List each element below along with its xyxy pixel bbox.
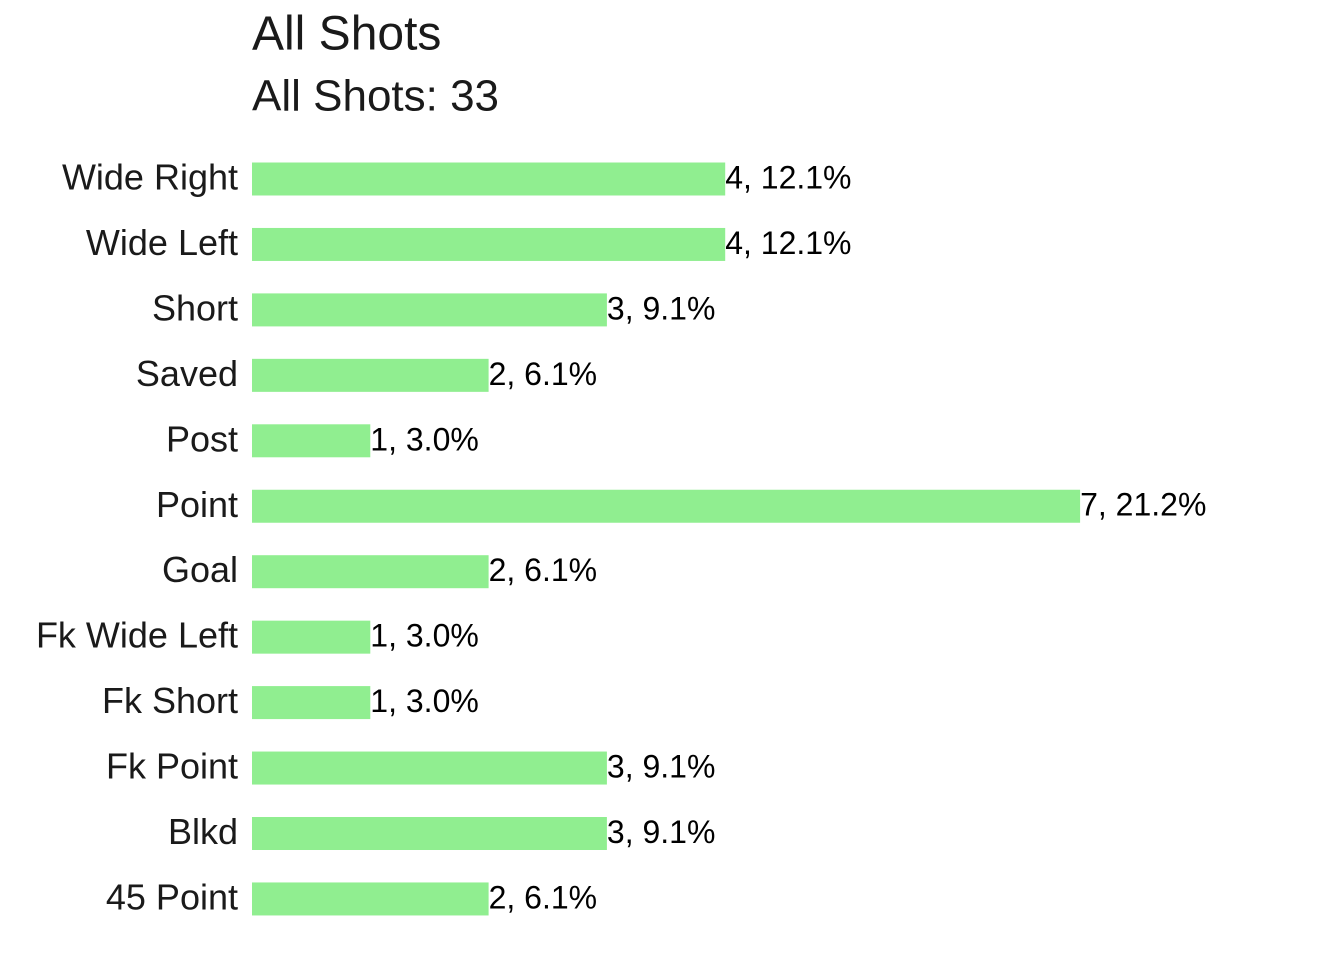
value-label: 1, 3.0% [370,618,479,654]
y-tick-label: Short [152,287,238,328]
value-label: 7, 21.2% [1080,487,1206,523]
y-tick-label: Wide Left [86,222,238,263]
y-tick-label: 45 Point [106,876,238,917]
bar [252,620,371,654]
bar [252,817,607,850]
bar [252,751,607,785]
value-label: 4, 12.1% [725,159,851,195]
chart-subtitle: All Shots: 33 [252,72,499,121]
value-label: 3, 9.1% [607,749,716,785]
y-tick-label: Post [166,418,238,459]
y-tick-label: Fk Wide Left [36,615,238,656]
y-tick-label: Point [156,484,238,525]
value-label: 3, 9.1% [607,814,716,850]
bar [252,686,371,720]
bar [252,882,489,916]
bar [252,489,1081,523]
value-label: 2, 6.1% [489,356,598,392]
chart-title: All Shots [252,8,441,61]
value-label: 4, 12.1% [725,225,851,261]
y-tick-label: Wide Right [62,157,238,198]
y-tick-label: Goal [162,549,238,590]
y-tick-label: Blkd [168,811,238,852]
value-label: 1, 3.0% [370,421,479,457]
value-label: 2, 6.1% [489,552,598,588]
value-label: 1, 3.0% [370,683,479,719]
bar [252,555,489,589]
value-label: 3, 9.1% [607,290,716,326]
bar [252,293,607,327]
y-tick-label: Fk Point [106,746,238,787]
bar [252,424,371,458]
bar [252,358,489,392]
y-tick-label: Fk Short [102,680,238,721]
bar [252,227,726,261]
value-label: 2, 6.1% [489,879,598,915]
bar [252,162,726,196]
y-tick-label: Saved [136,353,238,394]
